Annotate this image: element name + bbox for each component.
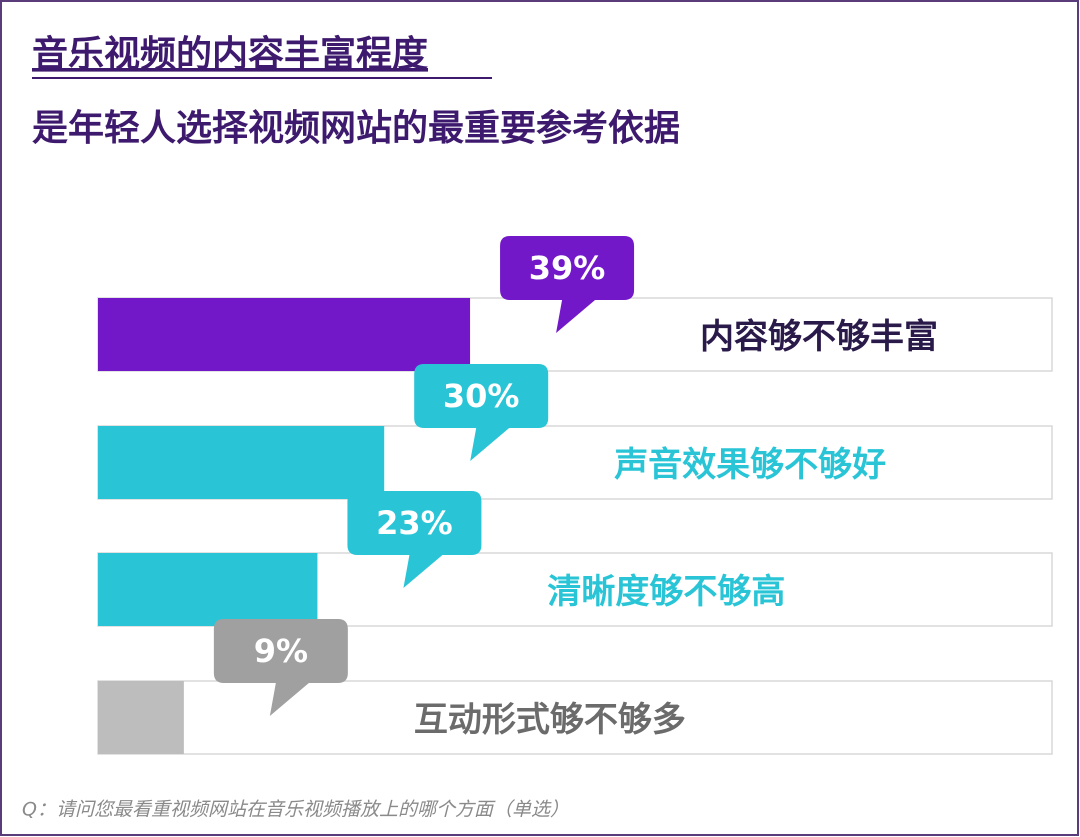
value-label: 9%: [254, 632, 308, 670]
callout: [414, 364, 549, 461]
callout: [213, 619, 348, 716]
value-label: 30%: [443, 377, 520, 415]
bar: [98, 553, 318, 626]
chart-title: 音乐视频的内容丰富程度: [32, 33, 428, 75]
bar: [98, 426, 385, 499]
bar: [98, 298, 471, 371]
callout: [500, 236, 635, 333]
chart-subtitle: 是年轻人选择视频网站的最重要参考依据: [32, 108, 680, 149]
category-label: 声音效果够不够好: [614, 445, 886, 485]
value-label: 23%: [376, 504, 453, 542]
footnote: Q：请问您最看重视频网站在音乐视频播放上的哪个方面（单选）: [22, 799, 569, 821]
category-label: 互动形式够不够多: [414, 700, 686, 740]
bar: [98, 681, 184, 754]
value-label: 39%: [529, 249, 606, 287]
category-label: 清晰度够不够高: [547, 572, 785, 612]
callout: [347, 491, 482, 588]
category-label: 内容够不够丰富: [700, 317, 938, 357]
